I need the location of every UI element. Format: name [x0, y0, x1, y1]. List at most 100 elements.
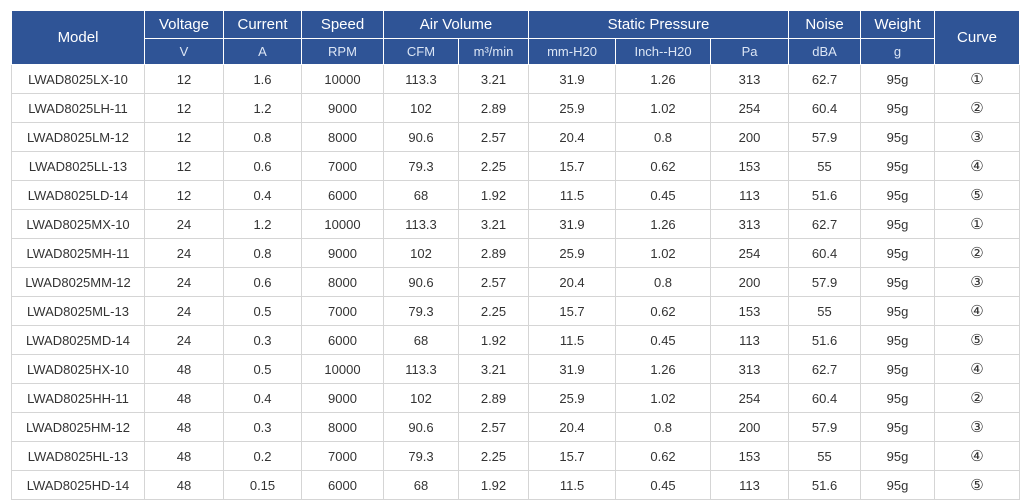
table-row: LWAD8025HH-11 48 0.4 9000 102 2.89 25.9 1.02 254…	[11, 383, 1021, 413]
table-row: LWAD8025MX-10 24 1.2 10000 113.3 3.21 31.9 1.26…	[11, 209, 1021, 239]
cell-model: LWAD8025MH-11	[11, 238, 145, 268]
cell-voltage: 12	[144, 64, 224, 94]
cell-m3min: 2.57	[457, 412, 530, 442]
cell-model: LWAD8025LD-14	[11, 180, 145, 210]
cell-pa: 313	[710, 354, 790, 384]
cell-m3min: 3.21	[457, 209, 530, 239]
cell-pa: 113	[710, 470, 790, 500]
unit-air-m3min: m³/min	[457, 38, 530, 65]
cell-cfm: 90.6	[383, 122, 459, 152]
table-header: Model Voltage Current Speed Air Volume S…	[11, 10, 1021, 65]
cell-current: 0.5	[223, 354, 302, 384]
cell-noise: 57.9	[788, 412, 862, 442]
cell-cfm: 113.3	[383, 209, 459, 239]
cell-speed: 9000	[301, 93, 384, 123]
cell-curve: ③	[934, 267, 1021, 297]
cell-m3min: 1.92	[457, 470, 530, 500]
cell-speed: 9000	[301, 383, 384, 413]
cell-speed: 7000	[301, 296, 384, 326]
cell-noise: 55	[788, 296, 862, 326]
cell-mmh2o: 25.9	[528, 238, 617, 268]
cell-current: 0.3	[223, 412, 302, 442]
table-row: LWAD8025HM-12 48 0.3 8000 90.6 2.57 20.4 0.8 200…	[11, 412, 1021, 442]
cell-noise: 60.4	[788, 238, 862, 268]
cell-inchh2o: 0.8	[615, 412, 712, 442]
cell-speed: 7000	[301, 151, 384, 181]
cell-inchh2o: 0.62	[615, 296, 712, 326]
cell-curve: ④	[934, 296, 1021, 326]
cell-m3min: 3.21	[457, 64, 530, 94]
cell-curve: ⑤	[934, 180, 1021, 210]
unit-pressure-mmh2o: mm-H20	[528, 38, 617, 65]
cell-speed: 6000	[301, 325, 384, 355]
table-body: LWAD8025LX-10 12 1.6 10000 113.3 3.21 31.9 1.26…	[11, 64, 1021, 500]
cell-inchh2o: 0.62	[615, 151, 712, 181]
cell-pa: 113	[710, 325, 790, 355]
cell-model: LWAD8025HX-10	[11, 354, 145, 384]
cell-curve: ④	[934, 354, 1021, 384]
unit-speed: RPM	[301, 38, 384, 65]
header-curve: Curve	[934, 10, 1021, 65]
cell-mmh2o: 31.9	[528, 354, 617, 384]
cell-curve: ⑤	[934, 325, 1021, 355]
cell-noise: 60.4	[788, 383, 862, 413]
header-weight: Weight	[860, 10, 936, 39]
cell-m3min: 1.92	[457, 325, 530, 355]
cell-weight: 95g	[860, 122, 936, 152]
cell-cfm: 68	[383, 470, 459, 500]
cell-mmh2o: 25.9	[528, 93, 617, 123]
cell-inchh2o: 1.02	[615, 93, 712, 123]
cell-pa: 254	[710, 238, 790, 268]
cell-mmh2o: 25.9	[528, 383, 617, 413]
cell-model: LWAD8025HM-12	[11, 412, 145, 442]
cell-voltage: 24	[144, 267, 224, 297]
cell-curve: ①	[934, 64, 1021, 94]
cell-model: LWAD8025LX-10	[11, 64, 145, 94]
cell-model: LWAD8025MD-14	[11, 325, 145, 355]
cell-pa: 254	[710, 93, 790, 123]
cell-weight: 95g	[860, 441, 936, 471]
cell-weight: 95g	[860, 354, 936, 384]
cell-mmh2o: 11.5	[528, 180, 617, 210]
cell-inchh2o: 0.62	[615, 441, 712, 471]
cell-speed: 7000	[301, 441, 384, 471]
cell-curve: ②	[934, 238, 1021, 268]
cell-m3min: 3.21	[457, 354, 530, 384]
header-voltage: Voltage	[144, 10, 224, 39]
cell-voltage: 24	[144, 209, 224, 239]
cell-speed: 8000	[301, 412, 384, 442]
cell-voltage: 24	[144, 296, 224, 326]
cell-current: 0.8	[223, 122, 302, 152]
cell-weight: 95g	[860, 238, 936, 268]
cell-curve: ①	[934, 209, 1021, 239]
cell-cfm: 102	[383, 383, 459, 413]
cell-mmh2o: 15.7	[528, 151, 617, 181]
table-row: LWAD8025MH-11 24 0.8 9000 102 2.89 25.9 1.02 254…	[11, 238, 1021, 268]
cell-model: LWAD8025MX-10	[11, 209, 145, 239]
cell-mmh2o: 15.7	[528, 296, 617, 326]
cell-curve: ④	[934, 151, 1021, 181]
cell-mmh2o: 31.9	[528, 64, 617, 94]
cell-mmh2o: 20.4	[528, 267, 617, 297]
cell-m3min: 2.25	[457, 151, 530, 181]
cell-m3min: 2.57	[457, 122, 530, 152]
cell-noise: 55	[788, 151, 862, 181]
cell-mmh2o: 31.9	[528, 209, 617, 239]
cell-voltage: 48	[144, 412, 224, 442]
cell-speed: 10000	[301, 64, 384, 94]
cell-curve: ⑤	[934, 470, 1021, 500]
cell-voltage: 24	[144, 325, 224, 355]
cell-m3min: 2.89	[457, 238, 530, 268]
cell-model: LWAD8025LH-11	[11, 93, 145, 123]
cell-cfm: 68	[383, 180, 459, 210]
cell-m3min: 2.25	[457, 296, 530, 326]
cell-inchh2o: 1.26	[615, 354, 712, 384]
cell-speed: 6000	[301, 470, 384, 500]
unit-pressure-pa: Pa	[710, 38, 790, 65]
cell-current: 0.8	[223, 238, 302, 268]
table-row: LWAD8025ML-13 24 0.5 7000 79.3 2.25 15.7 0.62 15…	[11, 296, 1021, 326]
cell-voltage: 12	[144, 151, 224, 181]
cell-m3min: 1.92	[457, 180, 530, 210]
cell-pa: 313	[710, 209, 790, 239]
table-row: LWAD8025MD-14 24 0.3 6000 68 1.92 11.5 0.45 113 5…	[11, 325, 1021, 355]
